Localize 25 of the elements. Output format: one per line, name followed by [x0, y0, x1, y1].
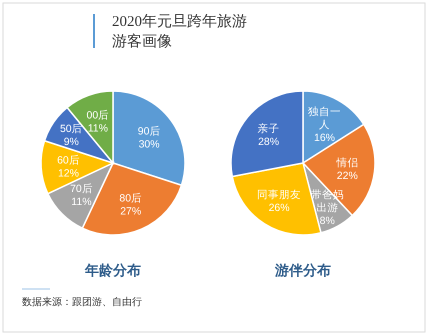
data-label: 11% [71, 196, 92, 208]
slice-label: 同事朋友 [257, 188, 302, 202]
chart-title: 2020年元旦跨年旅游游客画像 [112, 13, 247, 50]
slice-label: 亲子 [258, 122, 280, 136]
data-label: 30% [138, 138, 160, 150]
data-label: 22% [336, 170, 358, 182]
data-label: 26% [268, 202, 290, 214]
slice-label: 80后 [119, 191, 142, 204]
slice-label: 情侣 [335, 156, 358, 170]
slice-label: 独自一人 [308, 104, 342, 131]
data-label: 9% [64, 136, 79, 148]
text: 年龄分布 [84, 262, 141, 278]
source-note: 数据来源：跟团游、自由行 [22, 296, 142, 308]
slice-label: 50后 [60, 122, 83, 136]
text: 游伴分布 [274, 262, 331, 278]
slice-label: 90后 [138, 124, 160, 138]
data-label: 12% [58, 167, 79, 180]
data-label: 11% [88, 122, 108, 134]
data-label: 27% [120, 205, 142, 218]
slice-label: 70后 [70, 182, 93, 196]
data-label: 16% [314, 132, 336, 144]
data-label: 8% [320, 215, 335, 228]
slice-label: 60后 [57, 153, 80, 166]
data-label: 28% [258, 136, 280, 148]
slice-label: 00后 [86, 108, 110, 122]
